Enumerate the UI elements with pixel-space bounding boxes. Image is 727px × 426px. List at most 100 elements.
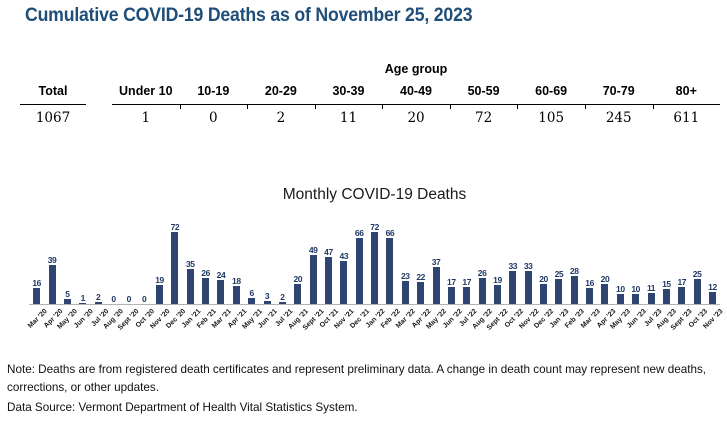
bar [340,261,348,304]
total-column: Total 1067 [20,84,86,126]
bar-column: 10 May '23 [610,218,633,330]
bar-column: 15 Aug '23 [656,218,679,330]
age-group-header: Age group [384,62,448,76]
bar-column: 3 Jun '21 [257,218,279,329]
bar-column: 0 Sept '20 [117,218,141,331]
bar [586,288,594,304]
bar-column: 10 Jun '23 [626,218,648,329]
bar [202,278,210,304]
bar-column: 2 Jul '21 [274,218,294,328]
bar-value-label: 49 [308,244,318,255]
bar-column: 25 Oct '23 [688,218,709,329]
bar-column: 37 May '22 [425,218,448,330]
bar-column: 16 Mar '20 [27,218,49,329]
bar [601,284,609,304]
bar-value-label: 39 [47,254,57,265]
age-col-header: 10-19 [179,84,248,109]
bar-column: 16 Mar '23 [580,218,602,329]
age-col-header: 80+ [652,84,721,109]
bar [355,238,363,304]
bar-value-label: 20 [539,273,548,284]
bar [540,284,548,304]
bar [647,293,655,304]
bar-column: 1 Jun '20 [73,218,95,329]
bar-column: 18 Apr '21 [227,218,249,329]
bar-value-label: 72 [370,221,379,232]
bar-value-label: 15 [662,278,671,289]
chart-title: Monthly COVID-19 Deaths [282,186,467,203]
bar-column: 17 Jun '22 [442,218,464,329]
bar [79,303,87,304]
bar [632,294,640,304]
bar-column: 28 Feb '23 [564,218,586,329]
age-col-header: 30-39 [314,84,383,109]
bar [463,287,471,304]
bar-value-label: 17 [462,276,472,287]
bar-column: 35 Jan '21 [181,218,203,329]
bar-value-label: 19 [493,274,502,285]
bar-value-label: 20 [600,273,610,284]
bar-value-label: 19 [155,274,164,285]
bar-column: 26 Feb '21 [196,218,218,329]
bar [570,276,578,304]
bar-value-label: 10 [616,283,625,294]
bar-value-label: 66 [385,227,395,238]
bar [33,288,41,304]
bar [294,284,302,304]
bar [509,271,517,304]
bar-column: 26 Aug '22 [471,218,494,330]
age-col-value: 105 [538,110,565,126]
age-col-value: 11 [339,110,358,126]
bar-column: 47 Oct '21 [319,218,340,329]
bar-value-label: 2 [95,291,101,302]
bar [156,285,164,304]
bar [478,278,486,304]
bar-value-label: 25 [554,268,564,279]
bar [63,299,71,304]
age-col-header: 40-49 [382,84,450,109]
bar-value-label: 23 [400,270,410,281]
bar-value-label: 33 [523,260,533,271]
bar-column: 39 Apr '20 [42,218,64,329]
bar [94,302,102,304]
bar [278,302,286,304]
bar-column: 33 Nov '22 [518,218,540,330]
bar-value-label: 43 [339,250,349,261]
bar-value-label: 37 [431,256,441,267]
bar-value-label: 33 [508,260,518,271]
bar [217,280,225,304]
bar-column: 49 Sept '21 [301,218,325,331]
bar-column: 33 Oct '22 [504,218,525,329]
bar-value-label: 22 [416,271,425,282]
bar [708,292,716,304]
bar [48,265,56,304]
bar-value-label: 16 [585,277,594,288]
bar-value-label: 26 [477,267,487,278]
bar [555,279,563,304]
bar-value-label: 2 [280,291,285,302]
bar [417,282,425,304]
bar-column: 2 Jul '20 [90,218,110,328]
age-header-row: Under 10 10-19 20-29 30-39 40-49 50-59 60-69 70… [112,84,721,109]
age-col-value: 0 [209,110,218,126]
bar-value-label: 20 [293,273,303,284]
bar [616,294,624,304]
bar-value-label: 24 [216,269,226,280]
age-col-header: 20-29 [247,84,315,109]
bar-column: 23 Mar '22 [395,218,417,329]
age-col-header: 50-59 [449,84,518,109]
bar [186,269,194,304]
bar-value-label: 28 [569,265,579,276]
bar-value-label: 5 [65,288,70,299]
bar [248,298,256,304]
bar-value-label: 11 [646,282,656,293]
age-col-header: 70-79 [584,84,653,109]
page-title: Cumulative COVID-19 Deaths as of Novembe… [25,5,473,26]
bar-value-label: 35 [185,258,195,269]
bar [263,301,271,304]
bar-value-label: 0 [126,293,132,304]
age-col-value: 1 [141,110,151,126]
age-value-row: 1 0 2 11 20 72 105 245 611 [112,105,720,126]
bar [309,255,317,304]
bar-column: 24 Mar '21 [211,218,233,329]
